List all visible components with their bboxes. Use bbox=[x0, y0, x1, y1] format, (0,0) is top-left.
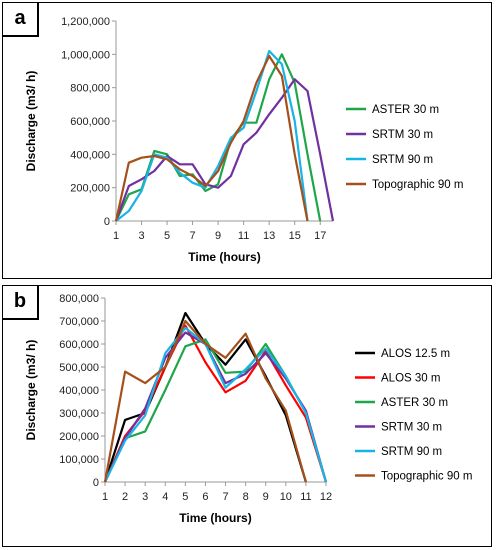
x-tick-label: 9 bbox=[263, 491, 269, 503]
y-tick-label: 0 bbox=[93, 477, 99, 489]
panel-a: a 0 200,000 400,000 600,000 800,000 1,000,000… bbox=[2, 2, 492, 279]
series-line bbox=[115, 49, 309, 222]
y-tick-label: 200,000 bbox=[70, 183, 110, 195]
x-tick-label: 5 bbox=[164, 230, 170, 242]
y-tick-label: 800,000 bbox=[70, 83, 110, 95]
legend-entry: ASTER 30 m bbox=[381, 397, 448, 409]
y-tick-label: 600,000 bbox=[70, 116, 110, 128]
y-tick-label: 700,000 bbox=[59, 316, 99, 328]
legend-entry: Topographic 90 m bbox=[372, 179, 463, 191]
x-tick-label: 8 bbox=[243, 491, 249, 503]
series-line bbox=[114, 54, 309, 222]
panel-b: b 0 100,000 200,000 300,000 400,000 500,000 60… bbox=[2, 285, 492, 547]
series-line bbox=[103, 319, 307, 483]
y-tick-label: 300,000 bbox=[59, 408, 99, 420]
x-tick-label: 11 bbox=[238, 230, 249, 242]
x-axis-label: Time (hours) bbox=[188, 250, 260, 264]
x-tick-label: 7 bbox=[190, 230, 196, 242]
x-tick-label: 1 bbox=[113, 230, 119, 242]
x-tick-label: 2 bbox=[122, 491, 128, 503]
chart-b: 0 100,000 200,000 300,000 400,000 500,000 600,… bbox=[24, 293, 472, 525]
x-tick-label: 1 bbox=[102, 491, 108, 503]
chart-a: 0 200,000 400,000 600,000 800,000 1,000,000 1,… bbox=[24, 16, 463, 264]
y-tick-label: 800,000 bbox=[59, 293, 99, 305]
panel-label-a: a bbox=[3, 3, 39, 37]
x-tick-label: 15 bbox=[289, 230, 301, 242]
y-tick-label: 400,000 bbox=[59, 385, 99, 397]
x-tick-label: 4 bbox=[162, 491, 168, 503]
panel-label-b: b bbox=[3, 286, 39, 320]
legend-entry: ASTER 30 m bbox=[372, 104, 439, 116]
legend-entry: ALOS 30 m bbox=[381, 373, 440, 385]
legend-entry: ALOS 12.5 m bbox=[381, 348, 450, 360]
legend-entry: SRTM 90 m bbox=[381, 446, 442, 458]
y-tick-label: 0 bbox=[104, 216, 110, 228]
series-line bbox=[103, 324, 328, 483]
x-tick-label: 7 bbox=[222, 491, 228, 503]
legend-entry: SRTM 90 m bbox=[372, 154, 433, 166]
x-tick-label: 9 bbox=[215, 230, 221, 242]
y-axis-label: Discharge (m3/ h) bbox=[24, 340, 38, 441]
y-tick-label: 1,200,000 bbox=[61, 16, 110, 28]
series-line bbox=[114, 78, 335, 222]
y-tick-label: 400,000 bbox=[70, 149, 110, 161]
x-tick-label: 6 bbox=[202, 491, 208, 503]
legend-entry: SRTM 30 m bbox=[372, 129, 433, 141]
y-tick-label: 200,000 bbox=[59, 431, 99, 443]
x-tick-label: 12 bbox=[320, 491, 332, 503]
x-axis-label: Time (hours) bbox=[179, 511, 251, 525]
series-line bbox=[104, 338, 328, 483]
series-line bbox=[104, 326, 328, 483]
x-tick-label: 5 bbox=[182, 491, 188, 503]
series-line bbox=[115, 53, 322, 222]
y-tick-label: 100,000 bbox=[59, 454, 99, 466]
x-tick-label: 3 bbox=[138, 230, 144, 242]
y-tick-label: 1,000,000 bbox=[61, 49, 110, 61]
x-tick-label: 13 bbox=[263, 230, 275, 242]
y-tick-label: 600,000 bbox=[59, 339, 99, 351]
x-tick-label: 10 bbox=[280, 491, 292, 503]
legend-entry: SRTM 30 m bbox=[381, 422, 442, 434]
y-axis-label: Discharge (m3/ h) bbox=[24, 71, 38, 172]
x-tick-label: 3 bbox=[142, 491, 148, 503]
y-tick-label: 500,000 bbox=[59, 362, 99, 374]
legend-entry: Topographic 90 m bbox=[381, 471, 472, 483]
x-tick-label: 11 bbox=[300, 491, 311, 503]
x-tick-label: 17 bbox=[314, 230, 326, 242]
